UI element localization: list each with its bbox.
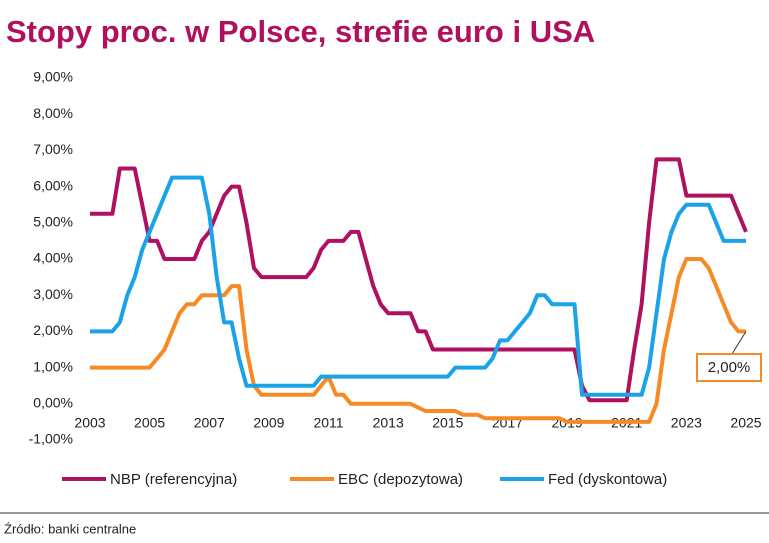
annotation-box xyxy=(696,353,762,382)
y-tick-label: -1,00% xyxy=(29,431,73,447)
x-tick-label: 2011 xyxy=(313,415,343,431)
y-tick-label: 3,00% xyxy=(33,286,73,302)
y-tick-label: 0,00% xyxy=(33,395,73,411)
y-tick-label: 4,00% xyxy=(33,250,73,266)
annotation: 2,00% xyxy=(708,359,751,376)
x-tick-label: 2007 xyxy=(194,415,225,431)
x-tick-label: 2023 xyxy=(671,415,702,431)
legend-label: Fed (dyskontowa) xyxy=(548,471,667,488)
y-tick-label: 5,00% xyxy=(33,214,73,230)
series-line xyxy=(90,157,748,403)
chart-title: Stopy proc. w Polsce, strefie euro i USA xyxy=(6,14,595,49)
x-tick-label: 2013 xyxy=(373,415,404,431)
source: Źródło: banki centralne xyxy=(4,521,136,536)
x-tick-label: 2003 xyxy=(74,415,105,431)
annotation-leader xyxy=(731,331,747,355)
x-tick-label: 2005 xyxy=(134,415,165,431)
x-tick-label: 2025 xyxy=(730,415,761,431)
y-tick-label: 2,00% xyxy=(33,322,73,338)
x-tick-label: 2009 xyxy=(253,415,284,431)
legend-label: NBP (referencyjna) xyxy=(110,471,237,488)
x-tick-label: 2015 xyxy=(432,415,463,431)
y-tick-label: 1,00% xyxy=(33,358,73,374)
y-tick-label: 8,00% xyxy=(33,105,73,121)
series-line xyxy=(90,257,746,424)
y-tick-label: 9,00% xyxy=(33,69,73,85)
y-tick-label: 7,00% xyxy=(33,141,73,157)
y-tick-label: 6,00% xyxy=(33,177,73,193)
series-line xyxy=(90,175,746,397)
legend-label: EBC (depozytowa) xyxy=(338,471,463,488)
